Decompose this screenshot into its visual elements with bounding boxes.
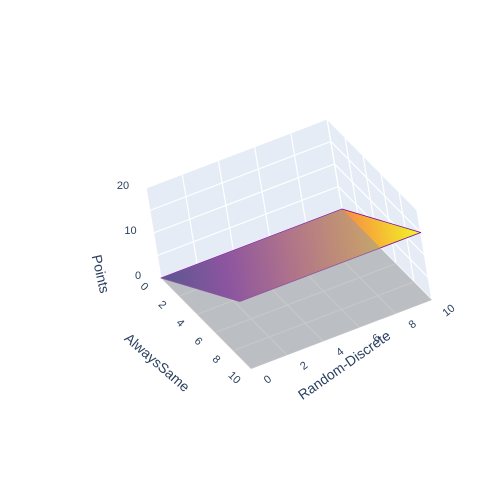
x-tick-label: 10 bbox=[225, 369, 242, 386]
surface-gray-plane bbox=[161, 209, 432, 369]
x-axis-title: AlwaysSame bbox=[121, 330, 193, 395]
grid-line bbox=[157, 185, 429, 278]
y-tick-label: 0 bbox=[262, 373, 274, 386]
grid-line bbox=[145, 118, 418, 211]
y-tick-label: 8 bbox=[407, 318, 419, 331]
z-tick-label: 20 bbox=[117, 180, 129, 192]
y-tick-label: 2 bbox=[298, 360, 310, 373]
x-tick-label: 6 bbox=[192, 335, 205, 348]
y-tick-label: 10 bbox=[440, 302, 457, 319]
z-tick-label: 0 bbox=[135, 270, 141, 282]
scene-surfaces bbox=[160, 208, 432, 369]
x-tick-label: 4 bbox=[174, 317, 187, 330]
x-tick-label: 0 bbox=[138, 280, 151, 293]
x-tick-label: 2 bbox=[156, 299, 169, 312]
x-tick-label: 8 bbox=[210, 353, 223, 366]
z-axis-title: Points bbox=[89, 253, 113, 295]
grid-line bbox=[149, 140, 422, 233]
z-tick-label: 10 bbox=[124, 225, 136, 237]
